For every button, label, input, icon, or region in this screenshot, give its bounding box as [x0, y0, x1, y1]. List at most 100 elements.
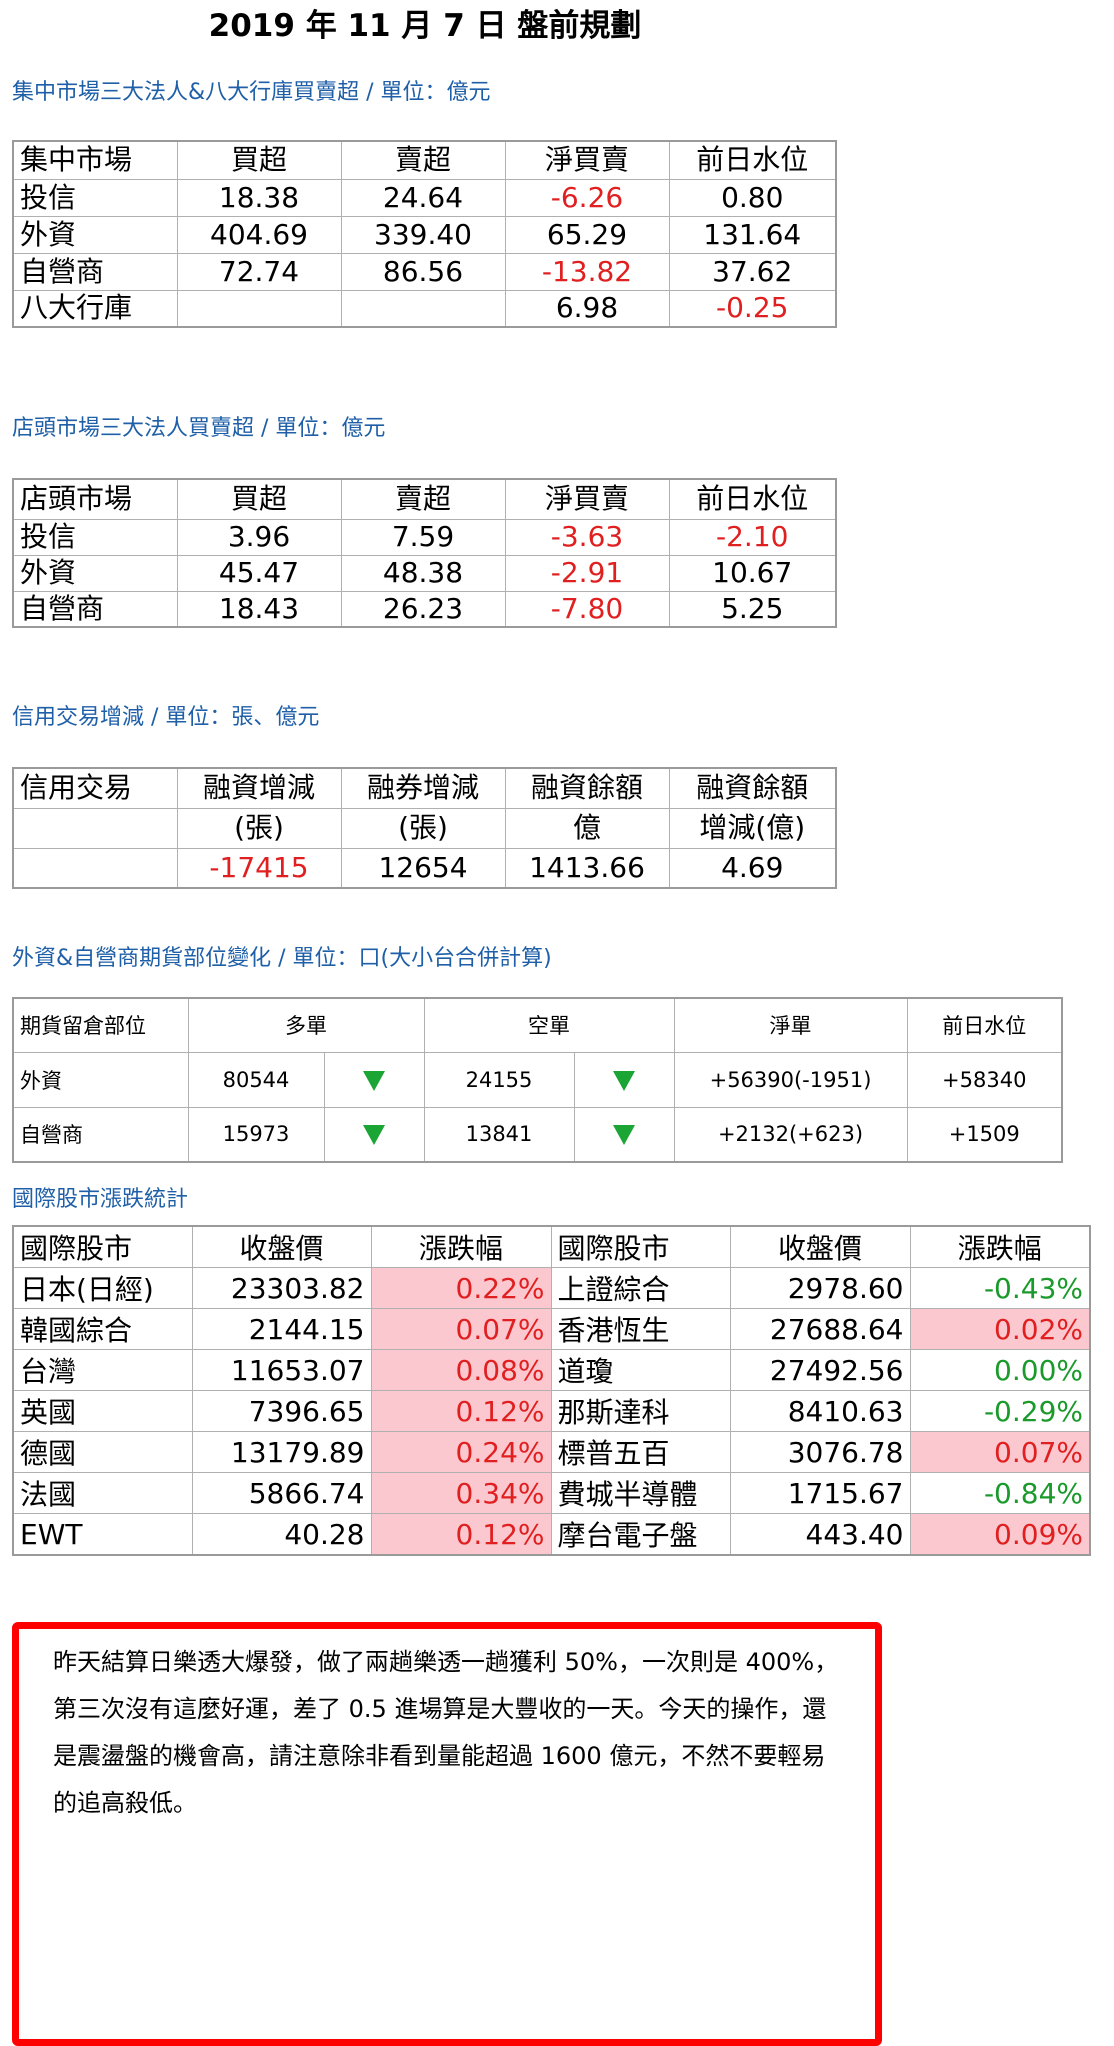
page-title: 2019 年 11 月 7 日 盤前規劃: [208, 8, 642, 44]
value-cell: 0.80: [668, 178, 837, 217]
header-cell: 買超: [176, 478, 342, 520]
table-row: 日本(日經) 23303.82 0.22% 上證綜合 2978.60 -0.43%: [12, 1267, 1091, 1309]
long-value: 80544: [187, 1051, 325, 1108]
table-row: 台灣 11653.07 0.08% 道瓊 27492.56 0.00%: [12, 1349, 1091, 1391]
header-cell: 融資增減: [176, 767, 342, 809]
row-label: 外資: [12, 1051, 189, 1108]
table-header-row: 集中市場 買超 賣超 淨買賣 前日水位: [12, 140, 837, 180]
header-cell: 融資餘額: [668, 767, 837, 809]
value-cell: 65.29: [504, 215, 670, 254]
close-price: 7396.65: [191, 1390, 372, 1432]
table-row: 自營商 15973 13841 +2132(+623) +1509: [12, 1106, 1063, 1163]
close-price: 2978.60: [729, 1267, 911, 1309]
header-cell: 賣超: [340, 478, 506, 520]
table-row: 法國 5866.74 0.34% 費城半導體 1715.67 -0.84%: [12, 1472, 1091, 1514]
commentary-line: 的追高殺低。: [53, 1789, 197, 1817]
market-name: 費城半導體: [550, 1472, 731, 1514]
change-percent: 0.02%: [909, 1308, 1091, 1350]
value-cell: 3.96: [176, 518, 342, 556]
subheader-cell: (張): [176, 807, 342, 849]
value-cell: 131.64: [668, 215, 837, 254]
down-triangle-icon: [323, 1051, 425, 1108]
row-label: [12, 847, 178, 889]
change-percent: 0.07%: [370, 1308, 552, 1350]
header-cell: 集中市場: [12, 140, 178, 180]
value-cell: 12654: [340, 847, 506, 889]
table-row: 八大行庫 6.98 -0.25: [12, 289, 837, 328]
table-row: 投信 18.38 24.64 -6.26 0.80: [12, 178, 837, 217]
table-row: 自營商 72.74 86.56 -13.82 37.62: [12, 252, 837, 291]
row-label: 外資: [12, 215, 178, 254]
change-percent: 0.22%: [370, 1267, 552, 1309]
value-cell: [176, 289, 342, 328]
header-cell: 店頭市場: [12, 478, 178, 520]
row-label: 外資: [12, 554, 178, 592]
net-value: +2132(+623): [673, 1106, 908, 1163]
header-cell: 前日水位: [668, 140, 837, 180]
header-cell: 淨買賣: [504, 140, 670, 180]
value-cell: 18.38: [176, 178, 342, 217]
header-cell: 融資餘額: [504, 767, 670, 809]
value-cell: -2.10: [668, 518, 837, 556]
market-name: 英國: [12, 1390, 193, 1432]
row-label: 自營商: [12, 590, 178, 628]
change-percent: 0.12%: [370, 1513, 552, 1556]
value-cell: 18.43: [176, 590, 342, 628]
down-triangle-icon: [573, 1106, 675, 1163]
value-cell: 10.67: [668, 554, 837, 592]
section-label-intl-markets: 國際股市漲跌統計: [12, 1187, 189, 1212]
otc-market-table: 店頭市場 買超 賣超 淨買賣 前日水位 投信 3.96 7.59 -3.63 -…: [12, 478, 837, 628]
header-cell: 信用交易: [12, 767, 178, 809]
value-cell: 4.69: [668, 847, 837, 889]
header-cell: 淨單: [673, 997, 908, 1053]
commentary-line: 是震盪盤的機會高，請注意除非看到量能超過 1600 億元，不然不要輕易: [53, 1742, 826, 1770]
header-cell: 收盤價: [191, 1225, 372, 1268]
change-percent: 0.00%: [909, 1349, 1091, 1391]
section-label-otc-market: 店頭市場三大法人買賣超 / 單位：億元: [12, 416, 386, 441]
section-label-margin-trading: 信用交易增減 / 單位：張、億元: [12, 705, 320, 730]
prev-value: +58340: [906, 1051, 1063, 1108]
change-percent: 0.34%: [370, 1472, 552, 1514]
value-cell: 5.25: [668, 590, 837, 628]
change-percent: -0.43%: [909, 1267, 1091, 1309]
margin-trading-table: 信用交易 融資增減 融券增減 融資餘額 融資餘額 (張) (張) 億 增減(億)…: [12, 767, 837, 889]
market-name: 香港恆生: [550, 1308, 731, 1350]
close-price: 13179.89: [191, 1431, 372, 1473]
header-cell: 多單: [187, 997, 425, 1053]
futures-position-table: 期貨留倉部位 多單 空單 淨單 前日水位 外資 80544 24155 +563…: [12, 997, 1063, 1163]
value-cell: -13.82: [504, 252, 670, 291]
commentary-line: 第三次沒有這麼好運，差了 0.5 進場算是大豐收的一天。今天的操作，還: [53, 1695, 827, 1723]
table-row: -17415 12654 1413.66 4.69: [12, 847, 837, 889]
close-price: 3076.78: [729, 1431, 911, 1473]
table-header-row: 店頭市場 買超 賣超 淨買賣 前日水位: [12, 478, 837, 520]
change-percent: -0.29%: [909, 1390, 1091, 1432]
net-value: +56390(-1951): [673, 1051, 908, 1108]
value-cell: 1413.66: [504, 847, 670, 889]
value-cell: 6.98: [504, 289, 670, 328]
value-cell: 24.64: [340, 178, 506, 217]
table-row: 韓國綜合 2144.15 0.07% 香港恆生 27688.64 0.02%: [12, 1308, 1091, 1350]
close-price: 27492.56: [729, 1349, 911, 1391]
value-cell: -3.63: [504, 518, 670, 556]
market-name: EWT: [12, 1513, 193, 1556]
market-name: 台灣: [12, 1349, 193, 1391]
close-price: 2144.15: [191, 1308, 372, 1350]
header-cell: 收盤價: [729, 1225, 911, 1268]
value-cell: -0.25: [668, 289, 837, 328]
market-name: 摩台電子盤: [550, 1513, 731, 1556]
market-name: 道瓊: [550, 1349, 731, 1391]
value-cell: -7.80: [504, 590, 670, 628]
header-cell: 國際股市: [12, 1225, 193, 1268]
close-price: 23303.82: [191, 1267, 372, 1309]
header-cell: 賣超: [340, 140, 506, 180]
value-cell: 45.47: [176, 554, 342, 592]
header-cell: 期貨留倉部位: [12, 997, 189, 1053]
header-cell: 前日水位: [906, 997, 1063, 1053]
close-price: 1715.67: [729, 1472, 911, 1514]
change-percent: 0.24%: [370, 1431, 552, 1473]
table-row: 自營商 18.43 26.23 -7.80 5.25: [12, 590, 837, 628]
value-cell: 7.59: [340, 518, 506, 556]
value-cell: [340, 289, 506, 328]
value-cell: 37.62: [668, 252, 837, 291]
listed-market-table: 集中市場 買超 賣超 淨買賣 前日水位 投信 18.38 24.64 -6.26…: [12, 140, 837, 328]
